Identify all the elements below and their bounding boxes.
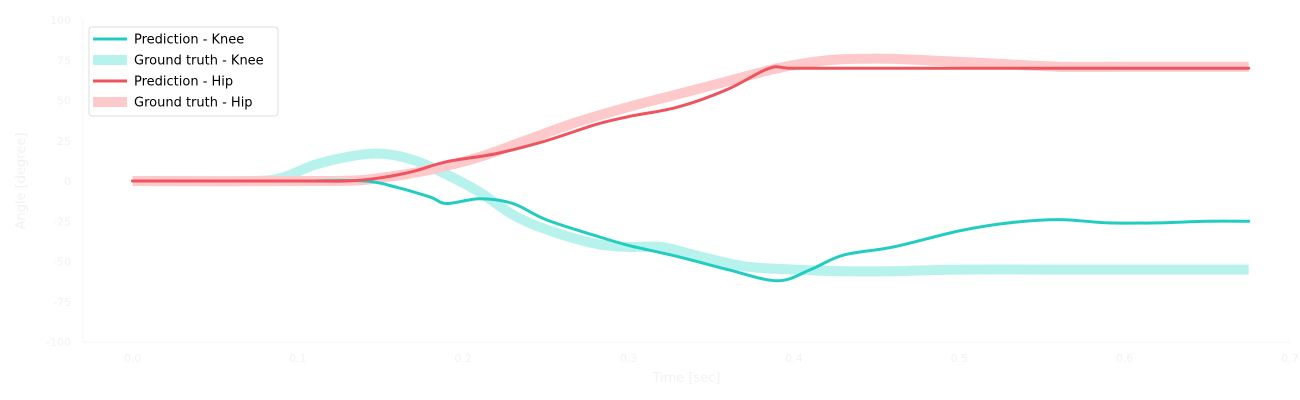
legend-label: Ground truth - Hip [134, 96, 253, 111]
x-tick-label: 0.2 [455, 352, 473, 365]
y-tick-label: -25 [53, 215, 71, 228]
y-tick-labels: 100 75 50 25 0 -25 -50 -75 -100 [46, 14, 71, 349]
y-tick-label: 100 [50, 14, 71, 27]
series-line-ground-truth-knee [132, 148, 1249, 277]
legend-label: Prediction - Knee [134, 33, 244, 48]
series-layer [131, 53, 1251, 283]
legend: Prediction - Knee Ground truth - Knee Pred… [88, 26, 279, 117]
y-tick-label: 0 [64, 175, 71, 188]
y-tick-label: -100 [46, 336, 71, 349]
legend-box [88, 26, 279, 117]
x-tick-label: 0.1 [289, 352, 307, 365]
legend-label: Ground truth - Knee [134, 54, 264, 69]
y-tick-label: 50 [57, 95, 71, 108]
x-axis-title: Time [sec] [651, 371, 720, 386]
x-tick-label: 0.6 [1116, 352, 1134, 365]
y-tick-label: -50 [53, 256, 71, 269]
x-tick-label: 0.5 [951, 352, 969, 365]
y-tick-label: 75 [57, 54, 71, 67]
x-tick-labels: 0.0 0.1 0.2 0.3 0.4 0.5 0.6 0.7 [124, 352, 1299, 365]
axes [82, 20, 1290, 343]
legend-label: Prediction - Hip [134, 75, 233, 90]
series-line-ground-truth-hip [132, 53, 1249, 187]
y-tick-label: 25 [57, 135, 71, 148]
x-tick-label: 0.3 [620, 352, 638, 365]
y-tick-label: -75 [53, 296, 71, 309]
series-line-prediction-knee [131, 179, 1251, 283]
y-axis-title: Angle [degree] [14, 133, 29, 230]
x-tick-label: 0.7 [1281, 352, 1299, 365]
x-tick-label: 0.4 [785, 352, 803, 365]
x-tick-label: 0.0 [124, 352, 142, 365]
series-line-prediction-hip [131, 65, 1251, 183]
